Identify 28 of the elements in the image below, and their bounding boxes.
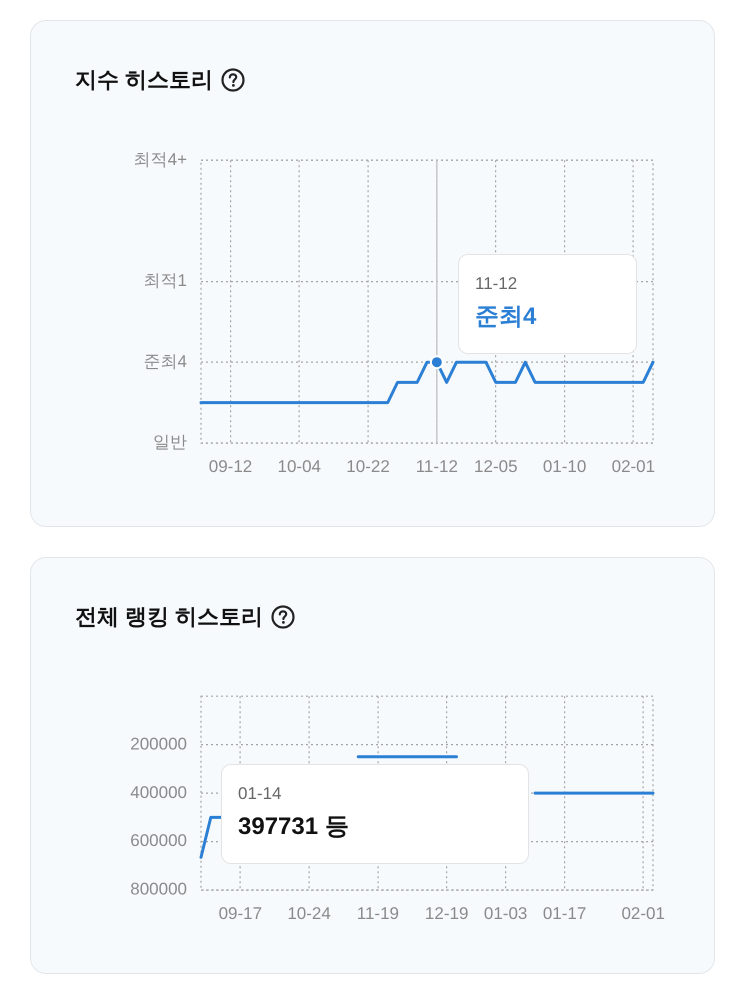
category-label: 최적4+ xyxy=(134,150,187,169)
category-label: 일반 xyxy=(153,432,187,452)
chart-title: 지수 히스토리 xyxy=(75,66,214,94)
category-label: 준최4 xyxy=(144,352,187,371)
x-tick-label: 10-22 xyxy=(346,456,390,476)
y-tick-label: 200000 xyxy=(130,734,187,754)
y-tick-label: 600000 xyxy=(130,831,187,850)
x-tick-label: 11-19 xyxy=(356,904,399,923)
x-tick-label: 12-19 xyxy=(424,904,468,923)
x-tick-label: 12-05 xyxy=(474,456,518,476)
tooltip-card: 11-12 준최4 xyxy=(458,254,637,354)
y-tick-label: 400000 xyxy=(130,782,187,802)
x-tick-label: 02-01 xyxy=(621,904,665,923)
x-tick-label: 10-24 xyxy=(287,904,331,923)
x-tick-label: 01-10 xyxy=(542,456,586,476)
category-label: 최적1 xyxy=(144,271,187,290)
x-tick-label: 10-04 xyxy=(278,456,322,476)
chart-title: 전체 랭킹 히스토리 xyxy=(75,603,264,631)
annotation: 397731 등 xyxy=(238,812,350,842)
y-tick-label: 800000 xyxy=(130,880,187,899)
x-tick-label: 09-17 xyxy=(218,904,262,923)
x-tick-label: 02-01 xyxy=(612,456,656,476)
x-tick-label: 01-17 xyxy=(542,904,586,923)
tooltip-card: 01-14 397731 등 xyxy=(221,764,529,864)
x-tick-label: 01-03 xyxy=(484,904,528,923)
x-tick-label: 11-12 xyxy=(416,456,458,476)
x-tick-label: 09-12 xyxy=(208,456,252,476)
annotation: 01-14 xyxy=(238,783,282,805)
